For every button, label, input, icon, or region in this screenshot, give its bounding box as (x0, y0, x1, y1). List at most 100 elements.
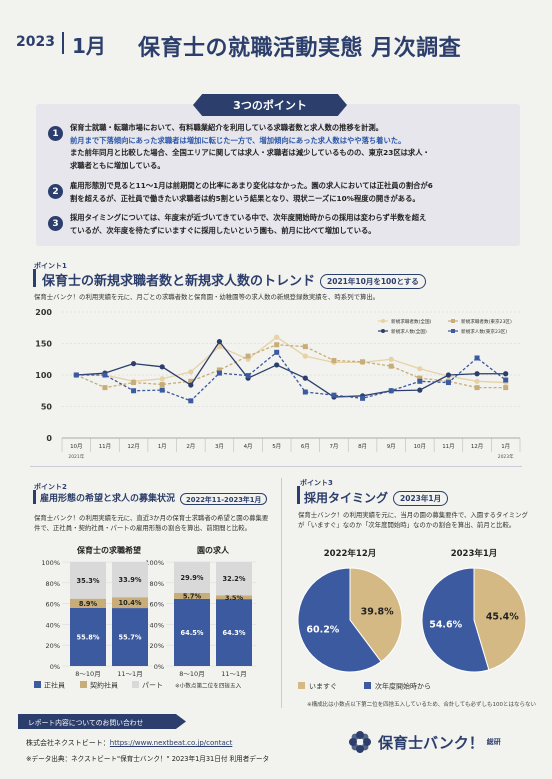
y-tick-label: 80% (150, 580, 164, 588)
data-point (388, 356, 394, 362)
legend-marker (451, 329, 455, 333)
legend-marker (381, 329, 385, 333)
bar-segment (112, 597, 148, 609)
pie-title: 2022年12月 (324, 548, 377, 559)
bar-value-label: 29.9% (181, 574, 204, 582)
x-tick-label: 12月 (471, 443, 484, 450)
data-point (417, 375, 423, 381)
section2-pill: 2022年11-2023年1月 (180, 492, 268, 505)
x-tick-label: 4月 (244, 443, 253, 450)
bar-segment (216, 595, 252, 600)
year-label: 2023年 (498, 453, 514, 460)
legend-swatch (364, 682, 371, 689)
pie-slice (297, 567, 382, 673)
data-point (360, 395, 366, 401)
y-tick-label: 200 (35, 308, 52, 317)
data-point (131, 380, 137, 386)
year-label: 2021年 (68, 453, 84, 460)
logo-text: 保育士バンク！ (378, 733, 484, 752)
data-point (417, 378, 423, 384)
point-item-3: 3 採用タイミングについては、年度末が近づいてきている中で、次年度開始時からの採… (48, 212, 508, 237)
section3-pill: 2023年1月 (393, 491, 449, 506)
point-line: また前年同月と比較した場合、全国エリアに関しては求人・求職者は減少しているものの… (70, 148, 430, 157)
rounding-note: ※構成比は小数点以下第二位を四捨五入しているため、合計しても必ずしも100とはな… (306, 702, 536, 708)
data-point (302, 375, 308, 381)
bar-value-label: 64.5% (181, 629, 204, 637)
section2-accent-bar (33, 490, 36, 504)
x-tick-label: 10月 (70, 443, 83, 450)
point-line: 割を超えるが、正社員で働きたい求職者は約5割という結果となり、現状ニーズに10%… (70, 193, 420, 203)
section3-description: 保育士バンク！の利用実績を元に、当月の園の募集要件で、入園するタイミングが「いま… (298, 511, 528, 529)
pie-value-label: 54.6% (429, 620, 462, 631)
bar-segment (112, 608, 148, 666)
section1-tag: ポイント1 (34, 262, 67, 270)
section2-title-text: 雇用形態の希望と求人の募集状況 (40, 494, 176, 504)
data-point (102, 372, 108, 378)
bar-value-label: 32.2% (223, 575, 246, 583)
section1-description: 保育士バンク！の利用実績を元に、月ごとの求職者数と保育園・幼稚園等の求人数の新規… (34, 293, 380, 301)
series-line (76, 344, 506, 389)
point-line: 前月まで下落傾向にあった求職者は増加に転じた一方で、増加傾向にあった求人数はやや… (70, 135, 406, 145)
section2-tag: ポイント2 (34, 483, 67, 491)
company-label: 株式会社ネクストビート： (26, 739, 110, 747)
x-tick-label: 1月 (501, 443, 510, 450)
legend-swatch (34, 681, 41, 688)
series-line (76, 340, 506, 398)
y-tick-label: 50 (41, 403, 53, 412)
point-line: 保育士就職・転職市場において、有料職業紹介を利用している求職者数と求人数の推移を… (70, 123, 383, 132)
y-tick-label: 150 (35, 340, 52, 349)
pie-value-label: 60.2% (306, 625, 339, 636)
report-month: 1月 (72, 34, 106, 58)
pie-slice (421, 567, 490, 673)
data-point (245, 373, 251, 379)
x-tick-label: 12月 (127, 443, 140, 450)
data-point (159, 376, 165, 382)
point-number: 1 (48, 126, 63, 141)
contact-link[interactable]: https://www.nextbeat.co.jp/contact (109, 739, 233, 747)
data-point (216, 339, 223, 345)
data-point (331, 392, 337, 398)
point-line: 採用タイミングについては、年度末が近づいてきている中で、次年度開始時からの採用は… (70, 213, 427, 222)
pie-slice (349, 567, 403, 663)
legend-label: 新規求人数(東京23区) (461, 328, 507, 335)
x-tick-label: 7月 (329, 443, 338, 450)
y-tick-label: 60% (150, 601, 164, 609)
data-point (245, 353, 251, 359)
point-line: 雇用形態別で見ると11～1月は前期間との比率にあまり変化はなかった。園の求人にお… (70, 181, 433, 190)
y-tick-label: 0% (50, 663, 60, 671)
x-tick-label: 2月 (186, 443, 195, 450)
data-point (417, 387, 423, 393)
data-point (274, 362, 280, 368)
bar-segment (174, 592, 210, 599)
data-point (474, 385, 480, 391)
y-tick-label: 0 (46, 434, 52, 443)
report-title: 保育士の就職活動実態 月次調査 (138, 36, 462, 61)
y-tick-label: 40% (46, 621, 60, 629)
point-line: 求職者ともに増加している。 (70, 160, 165, 170)
flower-logo-icon (349, 731, 371, 753)
bar-value-label: 3.5% (225, 594, 244, 602)
data-point (73, 372, 79, 378)
legend-label: 次年度開始時から (375, 682, 431, 691)
trend-line-chart: 0 50 100 150 200 10月 11月 12月 1月 2月 3月 4月 5月 6月 7月 8月 9月 1… (35, 308, 521, 460)
data-point (302, 344, 308, 350)
data-point (216, 370, 222, 376)
x-tick-label: 11月 (442, 443, 455, 450)
data-point (188, 382, 194, 388)
data-point (302, 353, 308, 359)
bar-group-title: 保育士の求職希望 (76, 545, 141, 555)
data-point (331, 358, 337, 364)
bar-segment (112, 562, 148, 598)
data-point (503, 385, 509, 391)
data-point (159, 387, 165, 393)
data-point (188, 378, 194, 384)
x-tick-label: 1月 (158, 443, 167, 450)
company-line: 株式会社ネクストビート：https://www.nextbeat.co.jp/c… (26, 738, 232, 748)
point-number: 3 (48, 216, 63, 231)
data-point (188, 369, 194, 375)
y-tick-label: 0% (154, 663, 164, 671)
y-tick-label: 20% (46, 642, 60, 650)
y-tick-label: 100% (41, 559, 60, 567)
data-point (388, 363, 394, 369)
legend-swatch (132, 681, 139, 688)
